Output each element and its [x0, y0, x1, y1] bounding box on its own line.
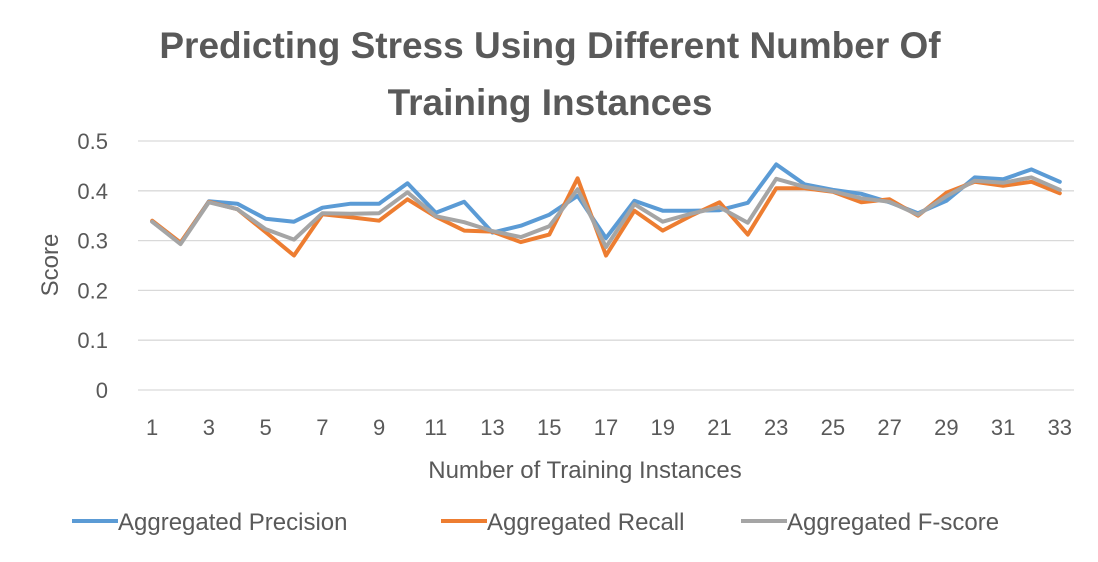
x-tick-label: 19 [650, 415, 674, 440]
x-tick-label: 25 [821, 415, 845, 440]
y-tick-label: 0.2 [77, 278, 108, 303]
x-tick-label: 11 [424, 415, 447, 440]
y-axis-title: Score [37, 234, 64, 297]
x-tick-label: 3 [203, 415, 215, 440]
y-tick-label: 0.5 [77, 129, 108, 154]
chart-title-line-1: Predicting Stress Using Different Number… [159, 25, 941, 66]
chart-title-line-2: Training Instances [388, 82, 713, 123]
y-tick-label: 0.1 [77, 328, 108, 353]
y-axis-ticks: 0 0.1 0.2 0.3 0.4 0.5 [77, 129, 108, 403]
y-tick-label: 0.3 [77, 229, 108, 254]
y-tick-label: 0.4 [77, 179, 108, 204]
x-tick-label: 1 [146, 415, 158, 440]
legend-label: Aggregated Recall [487, 509, 684, 536]
x-tick-label: 21 [707, 415, 731, 440]
x-tick-label: 17 [594, 415, 618, 440]
x-tick-label: 27 [877, 415, 901, 440]
series-line [150, 162, 1062, 246]
legend-item: Aggregated Precision [72, 509, 347, 536]
x-axis-ticks: 1 3 5 7 9 11 13 15 17 19 21 23 25 27 29 31 33 [146, 415, 1072, 440]
x-tick-label: 33 [1048, 415, 1072, 440]
x-tick-label: 31 [991, 415, 1015, 440]
x-tick-label: 15 [537, 415, 561, 440]
legend-item: Aggregated Recall [441, 509, 684, 536]
series-line [150, 175, 1062, 250]
y-tick-label: 0 [96, 378, 108, 403]
gridlines [138, 140, 1074, 391]
legend: Aggregated Precision Aggregated Recall Agg… [72, 509, 999, 536]
x-tick-label: 7 [316, 415, 328, 440]
series-lines [150, 162, 1062, 258]
legend-label: Aggregated F-score [787, 509, 999, 536]
x-tick-label: 23 [764, 415, 788, 440]
legend-item: Aggregated F-score [741, 509, 999, 536]
x-axis-title: Number of Training Instances [428, 457, 742, 484]
x-tick-label: 13 [480, 415, 504, 440]
x-tick-label: 5 [260, 415, 272, 440]
legend-label: Aggregated Precision [118, 509, 347, 536]
x-tick-label: 9 [373, 415, 385, 440]
x-tick-label: 29 [934, 415, 958, 440]
